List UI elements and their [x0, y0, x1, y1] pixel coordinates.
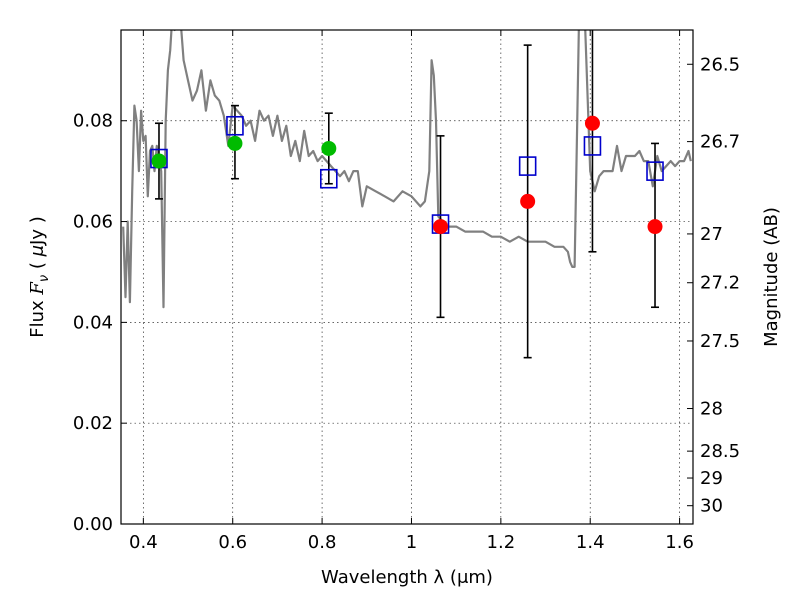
right-tick-label: 28: [700, 399, 723, 420]
right-tick-label: 27.2: [700, 273, 740, 294]
observed-flux-marker: [520, 193, 536, 209]
right-tick-label: 29: [700, 468, 723, 489]
y-axis-title-subscript: ν: [37, 275, 52, 282]
y-tick-label: 0.02: [73, 413, 113, 434]
right-tick-label: 27.5: [700, 331, 740, 352]
x-tick-label: 1: [406, 532, 417, 553]
axis-ticks: 0.4 0.6 0.8 1 1.2 1.4 1.6 0.00 0.02 0.04 0.06 0.08 2…: [73, 30, 740, 553]
observed-flux-marker: [151, 153, 167, 169]
y-axis-title-part: Jy ): [27, 216, 48, 246]
right-tick-label: 27: [700, 224, 723, 245]
x-tick-label: 1.4: [576, 532, 605, 553]
observed-flux-marker: [433, 219, 449, 235]
right-tick-label: 28.5: [700, 441, 740, 462]
x-tick-label: 1.2: [487, 532, 516, 553]
model-spectrum-line: [122, 30, 692, 309]
right-tick-label: 26.7: [700, 132, 740, 153]
model-photometry-marker: [319, 168, 338, 189]
model-photometry-marker: [518, 156, 537, 176]
right-axis-title: Magnitude (AB): [761, 207, 782, 347]
y-axis-title-symbol: F: [27, 281, 48, 296]
observed-flux-marker: [584, 115, 600, 131]
y-tick-label: 0.00: [73, 514, 113, 535]
y-axis-title: Flux Fν ( μJy ): [27, 216, 52, 338]
x-tick-label: 0.8: [308, 532, 337, 553]
y-tick-label: 0.08: [73, 111, 113, 132]
y-axis-title-part: Flux: [27, 295, 48, 338]
model-photometry-marker: [646, 161, 664, 181]
y-axis-title-part: (: [27, 256, 48, 274]
observed-flux-marker: [321, 140, 337, 156]
observed-flux-marker: [647, 219, 663, 235]
plot-frame: [120, 29, 694, 525]
y-axis-title-mu: μ: [27, 245, 48, 257]
x-axis-title: Wavelength λ (μm): [321, 567, 493, 588]
x-tick-label: 0.4: [129, 532, 158, 553]
plot-area: [122, 30, 692, 359]
right-tick-label: 30: [700, 496, 723, 517]
model-photometry-marker: [583, 136, 602, 156]
y-tick-label: 0.06: [73, 212, 113, 233]
right-tick-label: 26.5: [700, 54, 740, 75]
observed-flux-marker: [227, 135, 243, 151]
model-photometry-marker: [226, 115, 244, 136]
x-tick-label: 0.6: [218, 532, 247, 553]
x-tick-label: 1.6: [665, 532, 694, 553]
y-tick-label: 0.04: [73, 312, 113, 333]
